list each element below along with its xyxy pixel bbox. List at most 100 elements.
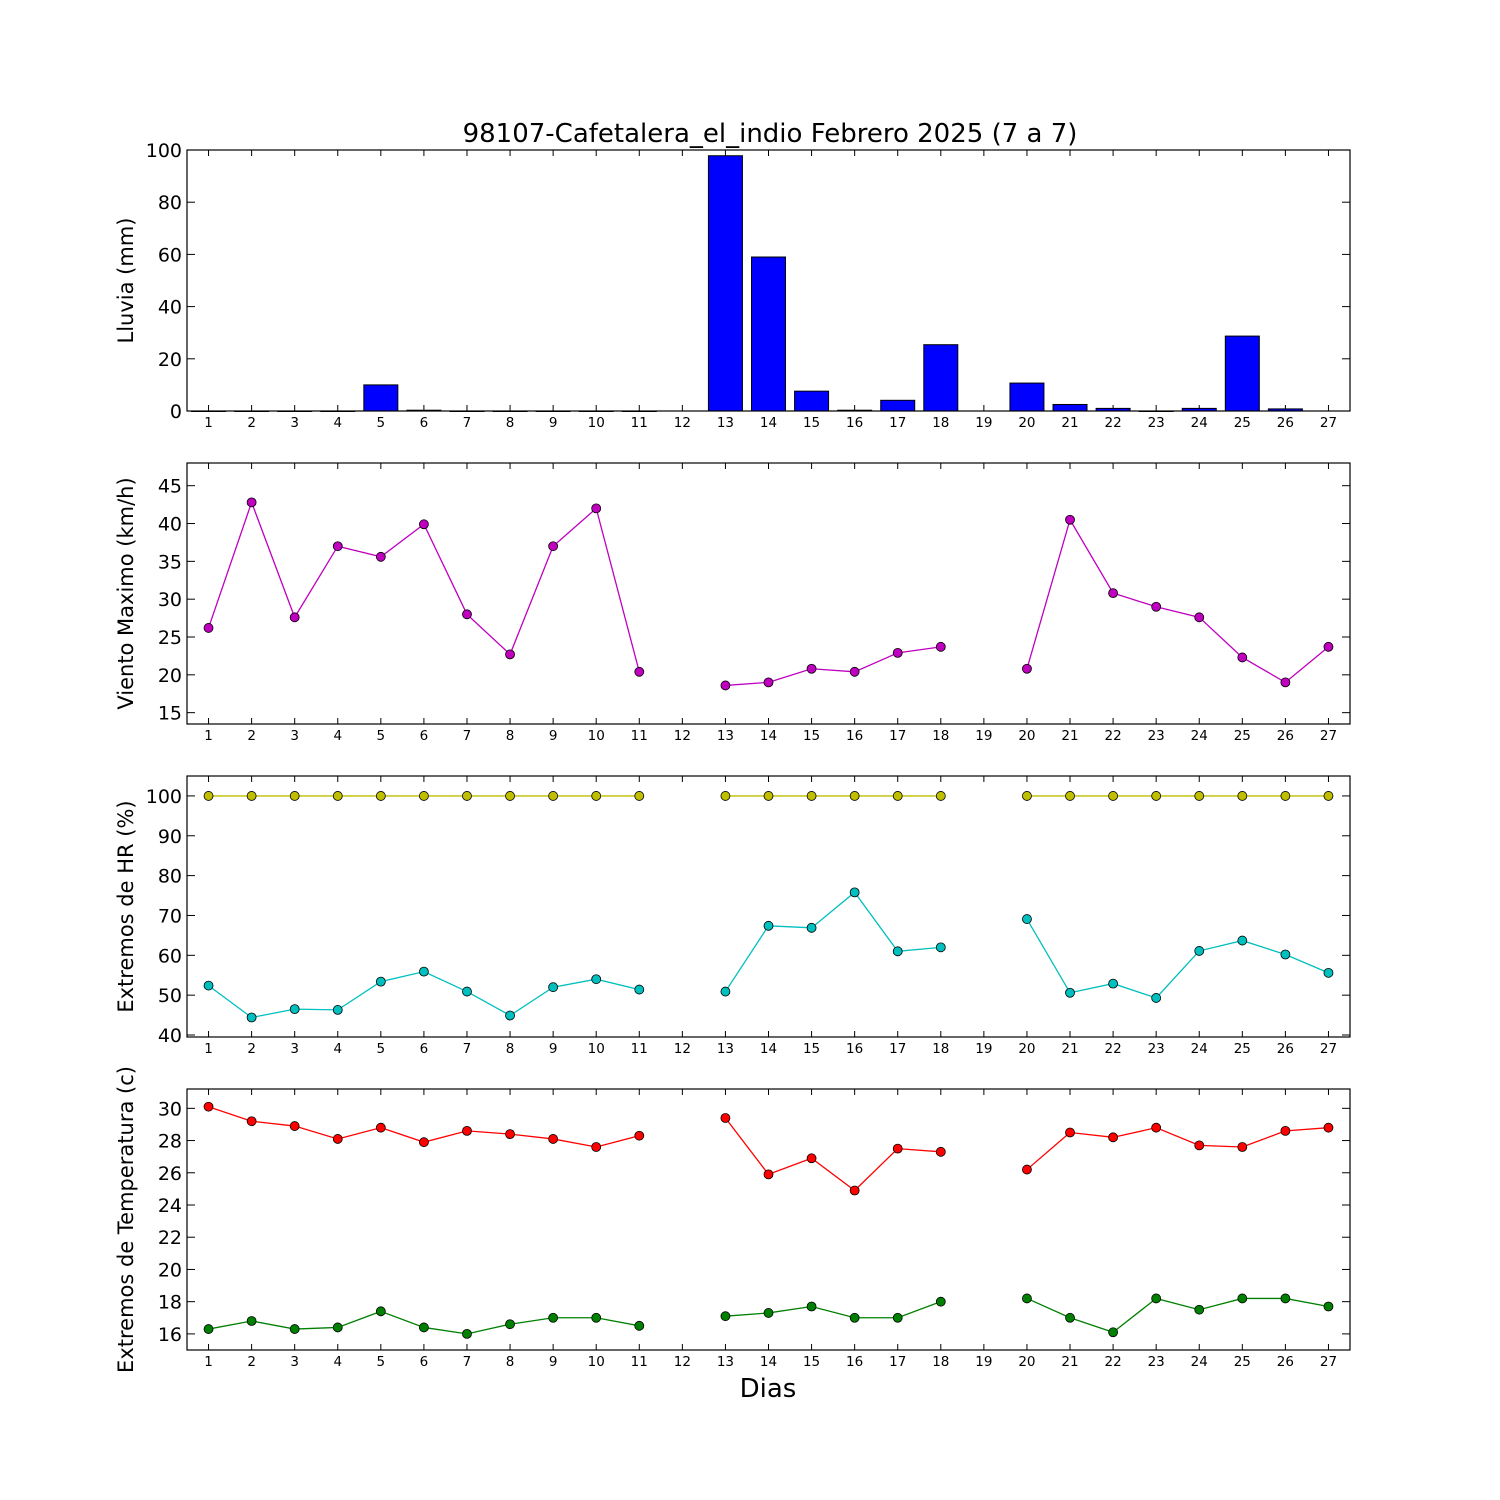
hr-max-point [1237,791,1248,801]
wind-max-point [1108,588,1118,599]
x-tick-label: 11 [631,728,648,744]
wind-max-point [720,680,731,691]
x-tick-label: 26 [1277,1041,1294,1057]
y-tick-label: 0 [170,401,182,423]
x-tick-label: 19 [975,415,992,431]
x-tick-label: 16 [846,1041,863,1057]
hr-min-point [849,887,860,898]
temp-max-point [375,1122,386,1133]
rain-bar [1224,335,1260,412]
x-tick-label: 20 [1018,1041,1035,1057]
hr-min-point [462,986,472,997]
x-tick-label: 6 [420,1354,429,1370]
x-tick-label: 27 [1320,415,1337,431]
temp-min-point [1065,1312,1075,1323]
x-tick-label: 27 [1320,728,1337,744]
x-tick-label: 22 [1104,1354,1121,1370]
hr-min-point [1280,949,1291,960]
x-tick-label: 20 [1018,728,1035,744]
x-tick-label: 17 [889,1041,906,1057]
temp-min-point [1194,1304,1205,1315]
temp-max-point [505,1129,515,1140]
figure-title: 98107-Cafetalera_el_indio Febrero 2025 (… [463,119,1078,149]
temp-min-line [1026,1297,1329,1334]
y-axis-label: Lluvia (mm) [114,218,138,344]
x-tick-label: 19 [975,1041,992,1057]
hr-max-point [246,791,257,801]
x-tick-label: 12 [674,1041,691,1057]
wind-max-point [591,503,602,514]
y-tick-label: 100 [146,786,182,808]
y-axis-label: Extremos de Temperatura (c) [114,1066,138,1373]
y-tick-label: 45 [158,476,182,498]
wind-max-point [505,649,515,660]
x-tick-label: 20 [1018,1354,1035,1370]
wind-max-point [1194,612,1205,623]
hr-min-point [246,1012,257,1023]
hr-max-point [1194,791,1205,801]
x-tick-label: 27 [1320,1354,1337,1370]
temp-max-point [203,1101,214,1112]
hr-max-point [375,791,386,801]
hr-min-point [1237,935,1248,946]
x-tick-label: 14 [760,1041,777,1057]
temp-min-point [935,1296,946,1307]
hr-min-point [1194,946,1205,956]
x-tick-label: 8 [506,415,515,431]
rain-bar [363,384,399,412]
x-tick-label: 10 [588,415,605,431]
wind-max-point [1280,677,1291,688]
temp-min-point [591,1312,602,1323]
temp-max-point [1194,1140,1205,1151]
hr-min-point [806,922,817,933]
x-tick-label: 4 [333,1354,342,1370]
temp-max-point [1237,1142,1248,1152]
x-tick-label: 1 [204,1354,213,1370]
x-tick-label: 17 [889,728,906,744]
wind-max-point [289,612,300,623]
x-tick-label: 18 [932,1041,949,1057]
temp-min-point [419,1322,429,1333]
temp-max-point [849,1185,860,1196]
x-tick-label: 14 [760,1354,777,1370]
x-tick-label: 24 [1191,415,1208,431]
y-tick-label: 20 [158,1259,182,1281]
wind-max-point [548,541,559,552]
x-tick-label: 13 [717,1041,734,1057]
hr-min-line [1026,918,1329,999]
x-tick-label: 5 [377,728,386,744]
hr-max-point [806,791,817,801]
x-tick-label: 25 [1234,728,1251,744]
x-tick-label: 17 [889,415,906,431]
wind-max-line [1026,518,1329,684]
x-tick-label: 23 [1148,415,1165,431]
hr-max-point [591,791,602,801]
x-tick-label: 26 [1277,415,1294,431]
x-tick-label: 27 [1320,1041,1337,1057]
x-tick-label: 9 [549,1041,558,1057]
wind-max-point [892,647,903,658]
temp-min-point [763,1308,774,1318]
temp-max-point [548,1134,559,1144]
temp-max-point [419,1137,429,1148]
x-tick-label: 5 [377,415,386,431]
x-tick-label: 9 [549,728,558,744]
panel-temp: 1 2 3 4 5 6 7 8 9 10 11 12 13 14 15 16 17 18 19 20 21 22 23 24 2… [114,1066,1351,1373]
hr-min-line [724,891,941,992]
y-tick-label: 50 [158,985,182,1007]
hr-max-point [1022,791,1032,801]
hr-min-point [720,986,731,997]
temp-min-point [720,1311,731,1322]
x-tick-label: 1 [204,415,213,431]
temp-max-point [246,1116,257,1127]
x-tick-label: 15 [803,728,820,744]
x-tick-label: 20 [1018,415,1035,431]
y-tick-label: 60 [158,945,182,967]
hr-max-point [289,791,300,801]
y-axis-label: Viento Maximo (km/h) [114,477,138,709]
wind-max-point [763,677,774,688]
hr-min-point [332,1005,343,1015]
temp-min-point [246,1316,257,1326]
rain-bar [707,155,743,412]
